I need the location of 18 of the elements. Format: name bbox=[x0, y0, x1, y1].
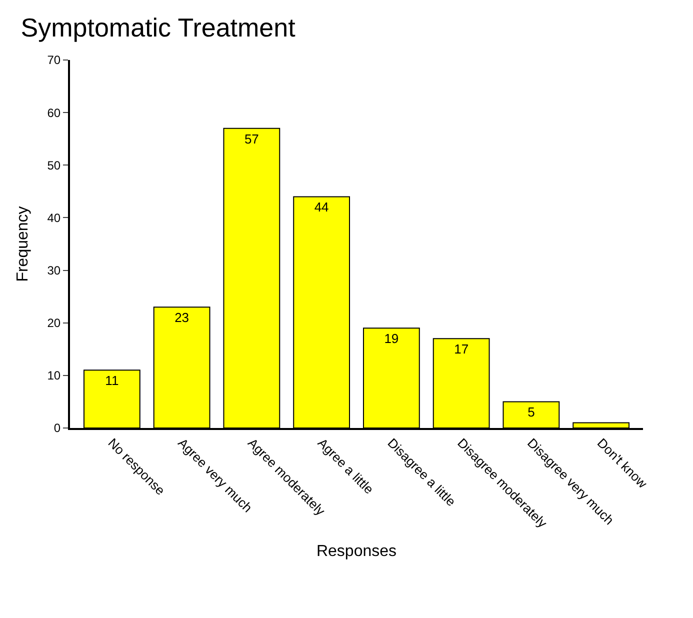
data-label: 44 bbox=[314, 200, 329, 215]
y-tick-label: 70 bbox=[47, 53, 61, 68]
chart-title: Symptomatic Treatment bbox=[20, 12, 296, 43]
x-axis-title: Responses bbox=[316, 543, 397, 560]
y-tick-label: 0 bbox=[54, 421, 61, 436]
data-label: 17 bbox=[454, 342, 469, 357]
data-label: 19 bbox=[384, 331, 399, 346]
y-tick-label: 30 bbox=[47, 263, 61, 278]
data-label: 5 bbox=[528, 404, 535, 420]
y-tick-label: 10 bbox=[47, 368, 61, 383]
data-label: 23 bbox=[174, 310, 190, 326]
y-axis-title: Frequency bbox=[14, 206, 32, 282]
y-tick-label: 20 bbox=[47, 316, 61, 330]
data-label: 57 bbox=[244, 131, 259, 146]
y-tick-label: 40 bbox=[47, 210, 61, 225]
y-tick-label: 50 bbox=[47, 158, 61, 172]
y-tick-label: 60 bbox=[47, 106, 61, 120]
data-label: 11 bbox=[105, 373, 119, 388]
